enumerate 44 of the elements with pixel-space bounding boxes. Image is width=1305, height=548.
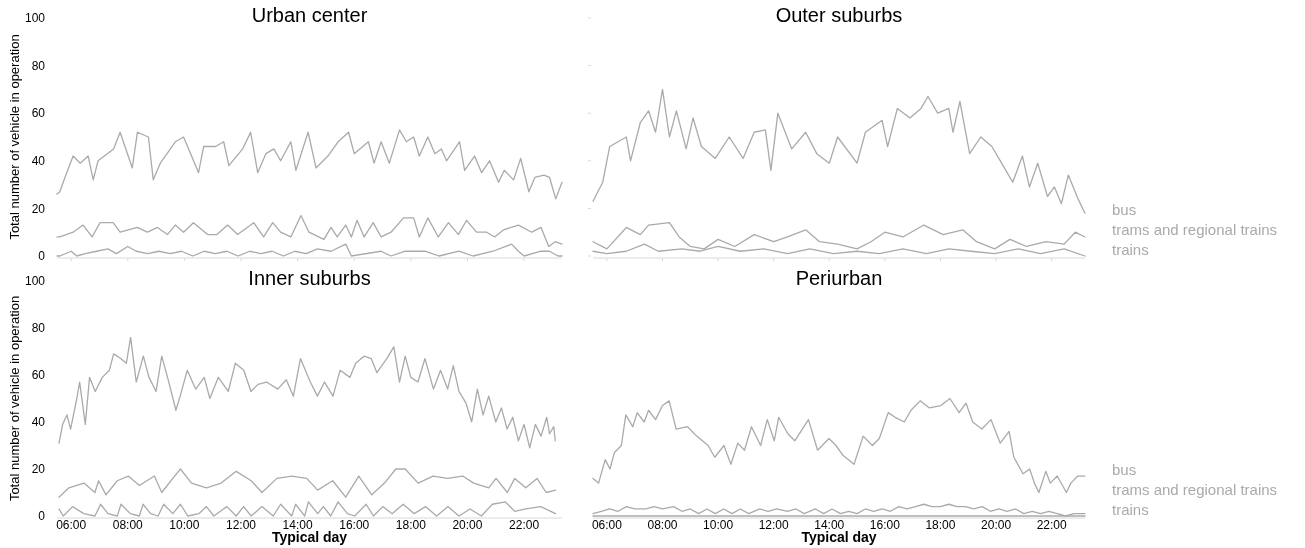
y-tick-label: 80 [31, 321, 46, 336]
y-tick-label: 60 [31, 106, 46, 121]
x-tick-label: 12:00 [758, 518, 790, 532]
series-label: trams and regional trains [1112, 221, 1278, 239]
x-tick-label: 06:00 [56, 518, 87, 532]
x-tick-label: 22:00 [1036, 518, 1067, 532]
chart-title: Urban center [251, 4, 368, 26]
x-axis-title: Typical day [801, 529, 877, 545]
x-tick-label: 06:00 [591, 518, 623, 532]
series-label: bus [1112, 201, 1137, 219]
y-axis-title: Total number of vehicle in operation [7, 295, 22, 502]
x-tick-label: 10:00 [169, 518, 200, 532]
series-label: bus [1112, 461, 1137, 479]
x-tick-label: 08:00 [112, 518, 144, 532]
x-tick-label: 14:00 [282, 518, 313, 532]
y-tick-label: 40 [31, 415, 46, 430]
series-label: trains [1112, 501, 1149, 519]
x-tick-label: 12:00 [225, 518, 257, 532]
x-tick-label: 10:00 [703, 518, 734, 532]
x-tick-label: 18:00 [925, 518, 956, 532]
x-tick-label: 16:00 [869, 518, 901, 532]
y-tick-label: 40 [31, 154, 46, 168]
x-tick-label: 20:00 [981, 518, 1012, 532]
series-label: trains [1112, 241, 1149, 259]
y-tick-label: 60 [31, 368, 46, 383]
chart-title: Inner suburbs [248, 267, 371, 289]
x-tick-label: 20:00 [452, 518, 483, 532]
y-tick-label: 20 [31, 201, 46, 216]
x-tick-label: 14:00 [814, 518, 845, 532]
x-tick-label: 08:00 [647, 518, 678, 532]
chart-title: Periurban [795, 267, 883, 289]
x-tick-label: 22:00 [509, 518, 540, 532]
y-tick-label: 100 [24, 11, 46, 26]
y-tick-label: 0 [38, 509, 46, 524]
y-tick-label: 80 [31, 58, 46, 73]
y-tick-label: 100 [24, 274, 46, 289]
text: trams and regional trains [1112, 481, 1278, 499]
y-tick-label: 0 [38, 249, 46, 264]
y-tick-label: 20 [31, 462, 46, 477]
y-axis-title: Total number of vehicle in operation [7, 34, 22, 240]
x-tick-label: 16:00 [339, 518, 370, 532]
x-axis-title: Typical day [271, 529, 348, 545]
chart-title: Outer suburbs [775, 4, 903, 26]
x-tick-label: 18:00 [395, 518, 427, 532]
